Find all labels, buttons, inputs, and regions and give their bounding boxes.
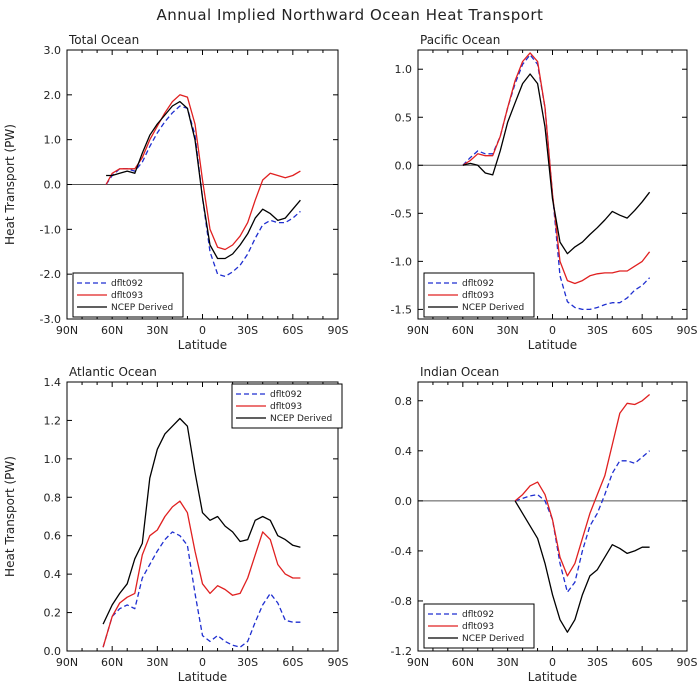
x-tick-label: 90N (407, 324, 429, 337)
series-dflt092 (105, 105, 301, 278)
x-tick-label: 60S (632, 324, 653, 337)
y-tick-label: -3.0 (40, 313, 61, 326)
legend: dflt092 dflt093 NCEP Derived (231, 383, 343, 429)
x-tick-label: 90N (407, 656, 429, 669)
y-tick-label: 0.8 (44, 491, 62, 504)
panel-title: Pacific Ocean (420, 33, 500, 47)
legend-label-dflt092: dflt092 (111, 279, 143, 289)
panel-pacific-ocean: 90N 60N 30N 0 30S 60S 90S 1.0 0.5 0.0 -0.5 -1.0 -1.5… (391, 33, 698, 352)
y-tick-label: -0.8 (391, 595, 412, 608)
panel-total-ocean: 90N 60N 30N 0 30S 60S 90S 3.0 2.0 1.0 0.0 -1.0 -2.0 -… (3, 33, 349, 352)
legend-label-ncep-derived: NCEP Derived (462, 303, 524, 313)
x-tick-label: 60N (101, 324, 123, 337)
y-tick-label: 0.5 (395, 111, 413, 124)
figure-title: Annual Implied Northward Ocean Heat Tran… (157, 6, 544, 24)
x-tick-label: 30N (497, 656, 519, 669)
x-tick-label: 30N (146, 656, 168, 669)
y-tick-label: 0.6 (44, 530, 62, 543)
y-tick-label: 0.2 (44, 607, 62, 620)
y-tick-label: 0.4 (395, 445, 413, 458)
series-ncep-derived (462, 73, 651, 255)
series-dflt093 (462, 52, 651, 285)
panel-indian-ocean: 90N 60N 30N 0 30S 60S 90S 0.8 0.4 0.0 -0.4 -0.8 -1.2… (391, 365, 698, 684)
y-tick-label: 1.0 (395, 63, 413, 76)
y-tick-label: 2.0 (44, 89, 62, 102)
legend: dflt092 dflt093 NCEP Derived (72, 272, 184, 318)
x-tick-label: 30S (587, 324, 608, 337)
x-tick-label: 60N (452, 656, 474, 669)
x-tick-label: 60N (101, 656, 123, 669)
legend-label-ncep-derived: NCEP Derived (462, 634, 524, 644)
x-tick-label: 90S (677, 656, 698, 669)
series-dflt092 (514, 450, 651, 593)
series-dflt092 (462, 54, 651, 311)
legend-label-ncep-derived: NCEP Derived (270, 414, 332, 424)
y-tick-label: -0.5 (391, 207, 412, 220)
y-tick-label: 0.4 (44, 568, 62, 581)
x-tick-label: 0 (199, 656, 206, 669)
series-dflt093 (102, 500, 301, 648)
y-tick-label: -0.4 (391, 545, 412, 558)
y-axis-label: Heat Transport (PW) (3, 456, 17, 577)
x-tick-label: 0 (549, 656, 556, 669)
y-tick-label: -1.0 (40, 223, 61, 236)
series-dflt092 (102, 531, 301, 648)
panels: 90N 60N 30N 0 30S 60S 90S 3.0 2.0 1.0 0.0 -1.0 -2.0 -… (3, 33, 698, 684)
y-tick-label: -2.0 (40, 268, 61, 281)
panel-title: Atlantic Ocean (69, 365, 157, 379)
x-tick-label: 90S (328, 656, 349, 669)
x-axis-label: Latitude (178, 338, 227, 352)
series-ncep-derived (106, 100, 301, 260)
x-tick-label: 0 (199, 324, 206, 337)
legend-label-dflt093: dflt093 (462, 622, 494, 632)
x-tick-label: 90S (328, 324, 349, 337)
y-tick-label: -1.0 (391, 255, 412, 268)
panel-title: Indian Ocean (420, 365, 499, 379)
series-dflt093 (514, 394, 651, 577)
x-tick-label: 30N (146, 324, 168, 337)
x-tick-label: 60N (452, 324, 474, 337)
legend-label-dflt093: dflt093 (462, 291, 494, 301)
legend-label-dflt092: dflt092 (462, 610, 494, 620)
x-tick-label: 60S (282, 324, 303, 337)
legend: dflt092 dflt093 NCEP Derived (423, 272, 535, 318)
y-tick-label: -1.2 (391, 645, 412, 658)
series-ncep-derived (514, 500, 650, 633)
y-axis-label: Heat Transport (PW) (3, 124, 17, 245)
x-tick-label: 60S (282, 656, 303, 669)
y-tick-label: 0.0 (44, 179, 62, 192)
x-axis-label: Latitude (178, 670, 227, 684)
x-tick-label: 90N (56, 656, 78, 669)
y-tick-label: 1.4 (44, 376, 62, 389)
x-tick-label: 30S (237, 656, 258, 669)
legend: dflt092 dflt093 NCEP Derived (423, 603, 535, 649)
y-tick-label: 1.2 (44, 414, 62, 427)
series-ncep-derived (102, 417, 301, 625)
x-tick-label: 30N (497, 324, 519, 337)
y-tick-label: 0.0 (44, 645, 62, 658)
x-tick-label: 60S (632, 656, 653, 669)
x-tick-label: 90N (56, 324, 78, 337)
panel-title: Total Ocean (68, 33, 139, 47)
x-axis-label: Latitude (528, 670, 577, 684)
legend-label-dflt093: dflt093 (111, 291, 143, 301)
x-tick-label: 0 (549, 324, 556, 337)
y-tick-label: 1.0 (44, 134, 62, 147)
legend-label-ncep-derived: NCEP Derived (111, 303, 173, 313)
panel-atlantic-ocean: 90N 60N 30N 0 30S 60S 90S 1.4 1.2 1.0 0.8 0.6 0.4 0.2… (3, 365, 349, 684)
x-axis-label: Latitude (528, 338, 577, 352)
y-tick-label: 0.0 (395, 159, 413, 172)
y-tick-label: 1.0 (44, 453, 62, 466)
legend-label-dflt092: dflt092 (462, 279, 494, 289)
legend-label-dflt093: dflt093 (270, 402, 302, 412)
y-tick-label: 3.0 (44, 44, 62, 57)
x-tick-label: 90S (677, 324, 698, 337)
y-tick-label: 0.8 (395, 395, 413, 408)
y-tick-label: -1.5 (391, 303, 412, 316)
legend-label-dflt092: dflt092 (270, 390, 302, 400)
x-tick-label: 30S (587, 656, 608, 669)
x-tick-label: 30S (237, 324, 258, 337)
y-tick-label: 0.0 (395, 495, 413, 508)
